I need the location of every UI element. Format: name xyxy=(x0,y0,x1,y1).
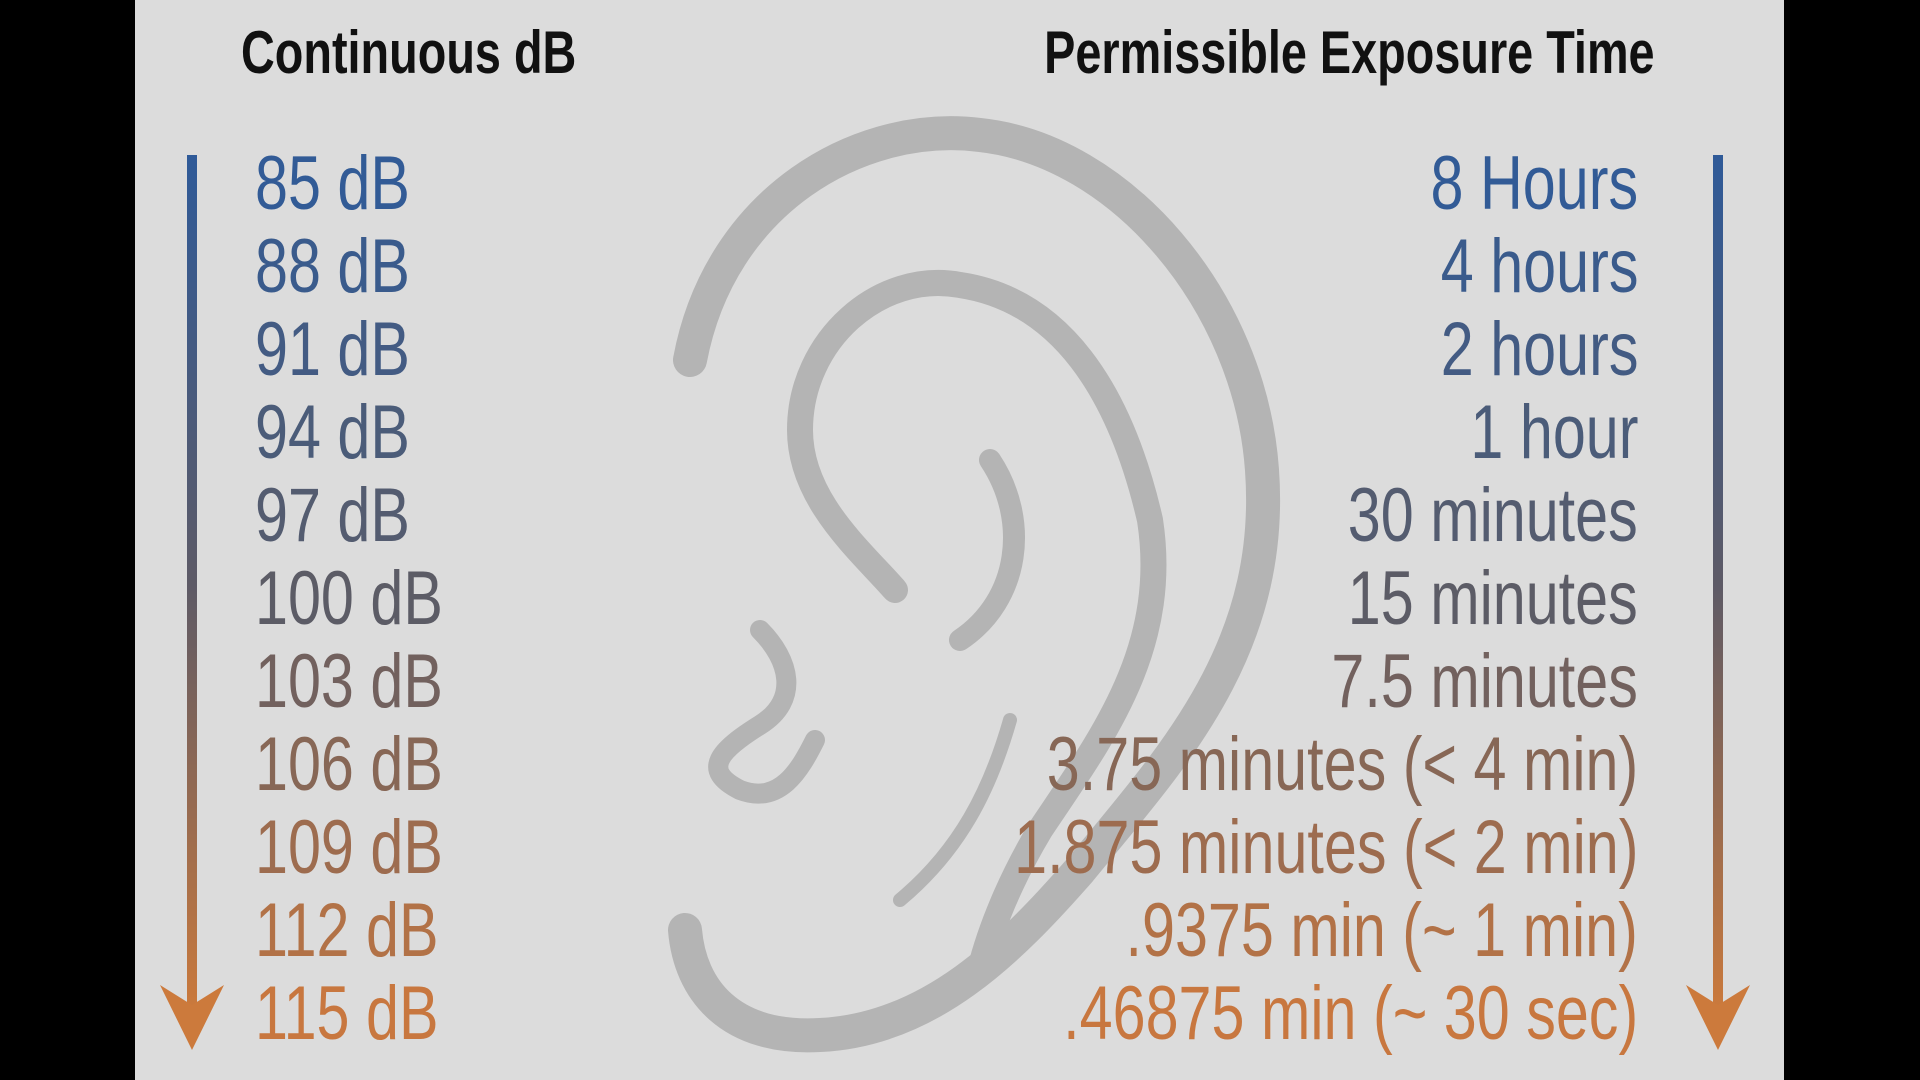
right-arrow xyxy=(1686,155,1750,1050)
exposure-time: 7.5 minutes xyxy=(1331,639,1638,724)
arrow-down-icon xyxy=(160,985,224,1050)
exposure-time: .46875 min (~ 30 sec) xyxy=(1062,971,1638,1056)
db-level: 94 dB xyxy=(255,390,410,475)
exposure-time: 30 minutes xyxy=(1348,473,1638,558)
db-level: 97 dB xyxy=(255,473,410,558)
exposure-time: 1.875 minutes (< 2 min) xyxy=(1013,805,1638,890)
exposure-time: 8 Hours xyxy=(1430,141,1638,226)
db-level: 85 dB xyxy=(255,141,410,226)
db-level: 103 dB xyxy=(255,639,443,724)
db-level: 109 dB xyxy=(255,805,443,890)
exposure-time: 4 hours xyxy=(1440,224,1638,309)
exposure-time: .9375 min (~ 1 min) xyxy=(1125,888,1638,973)
left-arrow xyxy=(160,155,224,1050)
db-level: 112 dB xyxy=(255,888,439,973)
db-level: 100 dB xyxy=(255,556,443,641)
db-level: 91 dB xyxy=(255,307,410,392)
ear-icon xyxy=(668,116,1281,1053)
header-continuous-db: Continuous dB xyxy=(241,19,577,86)
exposure-time: 2 hours xyxy=(1440,307,1638,392)
db-level: 115 dB xyxy=(255,971,439,1056)
header-exposure-time: Permissible Exposure Time xyxy=(1044,19,1655,86)
exposure-time: 3.75 minutes (< 4 min) xyxy=(1046,722,1638,807)
left-arrow-shaft xyxy=(187,155,197,1015)
db-level: 106 dB xyxy=(255,722,443,807)
exposure-time: 1 hour xyxy=(1469,390,1638,475)
arrow-down-icon xyxy=(1686,985,1750,1050)
right-arrow-shaft xyxy=(1713,155,1723,1015)
db-level: 88 dB xyxy=(255,224,410,309)
exposure-time: 15 minutes xyxy=(1348,556,1638,641)
chart-panel xyxy=(135,0,1784,1080)
